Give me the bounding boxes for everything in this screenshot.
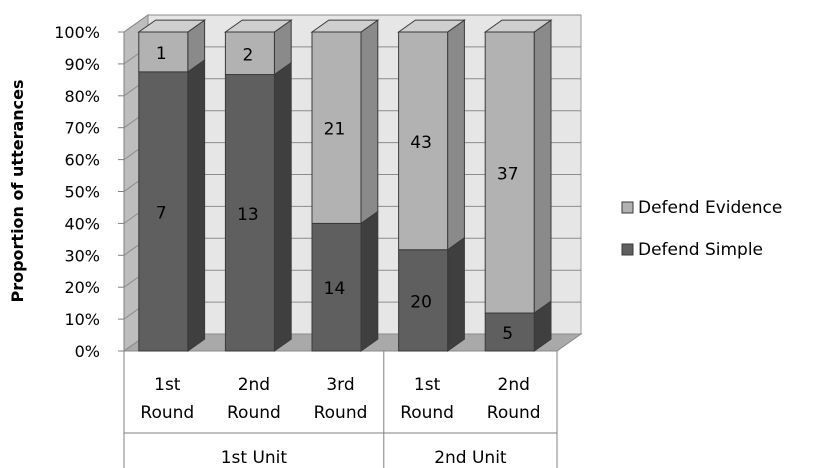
x-category-label: Round <box>487 403 541 423</box>
bar-side-defend-simple <box>360 210 379 352</box>
gridline <box>123 14 581 33</box>
bar-defend-simple <box>484 312 535 352</box>
bar-side-defend-evidence <box>360 19 379 225</box>
legend-swatch-defend-evidence <box>621 201 634 214</box>
bar-top-defend-evidence <box>137 19 207 33</box>
bar-top-defend-evidence <box>397 19 466 33</box>
data-label-defend-evidence: 43 <box>410 133 432 153</box>
x-category-label: Round <box>227 403 281 423</box>
x-category-label: 2nd <box>238 375 270 395</box>
data-label-defend-simple: 13 <box>237 205 259 225</box>
bar-defend-evidence <box>484 31 535 314</box>
y-tick-label: 0% <box>75 342 100 361</box>
y-axis: 0% 10% 20% 30% 40% 50% 60% 70% 80% 90% 100% <box>54 23 125 361</box>
x-group-label: 1st Unit <box>221 448 288 468</box>
y-tick-label: 30% <box>64 246 100 265</box>
y-tick-label: 60% <box>64 151 100 170</box>
legend: Defend Evidence Defend Simple <box>621 198 782 260</box>
bar-side-defend-simple <box>187 59 206 352</box>
data-label-defend-evidence: 1 <box>156 44 167 64</box>
x-category-label: Round <box>314 403 368 423</box>
legend-label-defend-evidence: Defend Evidence <box>638 198 782 218</box>
x-category-label: 1st <box>154 375 181 395</box>
bar-top-defend-evidence <box>223 19 293 33</box>
data-label-defend-simple: 5 <box>502 324 513 344</box>
x-axis: 1st Round 2nd Round 3rd Round 1st Round 2nd Round… <box>123 351 558 468</box>
x-category-label: Round <box>140 403 194 423</box>
bar-top-defend-evidence <box>310 19 380 33</box>
data-labels: 7 1 13 2 14 21 20 43 5 37 <box>156 44 519 344</box>
x-group-label: 2nd Unit <box>434 448 507 468</box>
data-label-defend-evidence: 2 <box>242 45 253 65</box>
bar-defend-evidence <box>311 31 362 224</box>
data-label-defend-simple: 7 <box>156 203 167 223</box>
bar-side-defend-evidence <box>447 19 465 251</box>
legend-label-defend-simple: Defend Simple <box>638 240 763 260</box>
x-category-label: Round <box>400 403 454 423</box>
y-tick-label: 20% <box>64 278 100 297</box>
y-tick-label: 70% <box>64 119 100 138</box>
bar-side-defend-evidence <box>533 19 552 314</box>
bar-side-defend-simple <box>447 236 465 352</box>
data-label-defend-evidence: 37 <box>497 165 519 185</box>
bar-defend-simple <box>398 249 449 352</box>
x-category-label: 2nd <box>498 375 530 395</box>
bar-top-defend-evidence <box>483 19 553 33</box>
bar-side-defend-simple <box>273 61 292 352</box>
bars <box>137 19 553 352</box>
y-tick-label: 80% <box>64 87 100 106</box>
bar-defend-simple <box>311 222 362 352</box>
y-tick-label: 50% <box>64 183 100 202</box>
bar-defend-evidence <box>398 31 449 251</box>
legend-swatch-defend-simple <box>621 243 634 256</box>
y-tick-label: 40% <box>64 214 100 233</box>
data-label-defend-simple: 14 <box>324 279 346 299</box>
x-category-label: 1st <box>414 375 441 395</box>
y-tick-label: 10% <box>64 310 100 329</box>
y-tick-label: 90% <box>64 55 100 74</box>
y-axis-title: Proportion of utterances <box>8 79 27 302</box>
y-tick-label: 100% <box>54 23 100 42</box>
x-category-label: 3rd <box>326 375 354 395</box>
data-label-defend-simple: 20 <box>410 292 432 312</box>
data-label-defend-evidence: 21 <box>324 120 346 140</box>
bar-defend-simple <box>224 74 275 352</box>
bar-defend-evidence <box>224 31 275 76</box>
